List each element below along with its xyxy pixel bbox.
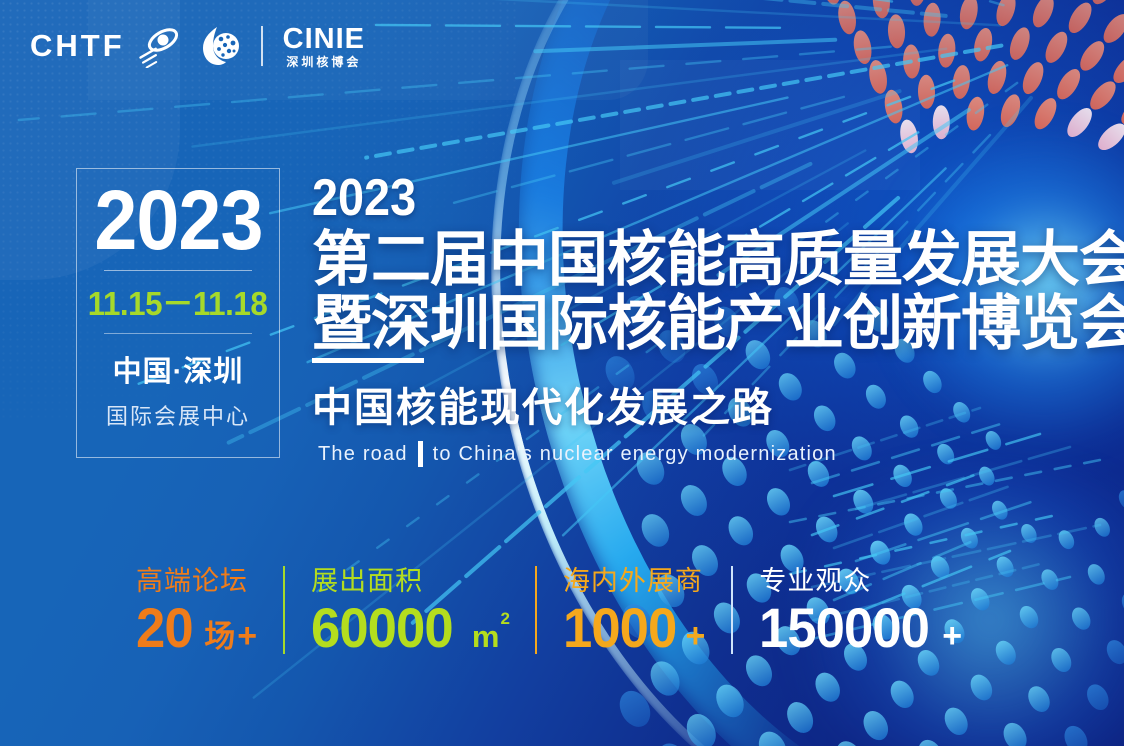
date-card-range: 11.15－11.18 <box>88 284 268 322</box>
date-card-rule-top <box>104 269 252 271</box>
date-card-rule-bottom <box>104 332 252 334</box>
subtitle-chinese: 中国核能现代化发展之路 <box>312 386 774 430</box>
headline-line-2: 暨深圳国际核能产业创新博览会 <box>312 290 1124 358</box>
headline-block: 2023 第二届中国核能高质量发展大会 暨深圳国际核能产业创新博览会 <box>312 172 1124 356</box>
chtf-wordmark: CHTF <box>30 28 125 63</box>
stat-plus: + <box>685 617 706 655</box>
date-card-year: 2023 <box>93 173 263 267</box>
stat-divider <box>731 566 734 654</box>
headline-main: 第二届中国核能高质量发展大会 暨深圳国际核能产业创新博览会 <box>312 226 1124 358</box>
stat-label: 展出面积 <box>311 566 424 596</box>
stat-divider <box>283 566 286 654</box>
stat-value: 1000 + <box>563 600 705 656</box>
stat-item: 高端论坛 20 场 + <box>136 559 257 656</box>
stat-plus: + <box>942 617 963 655</box>
date-card: 2023 11.15－11.18 中国·深圳 国际会展中心 <box>76 168 280 458</box>
logo-bar: CHTF CINIE 深圳 <box>30 24 365 68</box>
logo-divider <box>260 26 263 66</box>
stat-item: 专业观众 150000 + <box>759 559 962 656</box>
globe-leaf-logo-icon <box>202 27 239 65</box>
stat-value: 150000 + <box>759 600 962 656</box>
headline-year: 2023 <box>312 169 417 227</box>
subtitle-block: 中国核能现代化发展之路 The road to China's nuclear … <box>312 358 837 467</box>
date-card-city: 中国·深圳 <box>112 355 244 388</box>
stat-number: 60000 <box>311 596 454 659</box>
stat-label: 高端论坛 <box>136 566 248 596</box>
subtitle-english-right: to China's nuclear energy modernization <box>432 442 837 465</box>
stat-value: 20 场 + <box>136 600 257 656</box>
stat-item: 展出面积 60000 m2 <box>311 559 510 659</box>
cinie-chinese-name: 深圳核博会 <box>286 54 362 69</box>
subtitle-english: The road to China's nuclear energy moder… <box>318 441 837 467</box>
subtitle-tick-mark <box>417 441 423 467</box>
satellite-logo-icon <box>138 28 178 68</box>
stat-label: 专业观众 <box>759 566 872 596</box>
stat-divider <box>534 566 537 654</box>
stat-number: 20 <box>136 596 194 659</box>
stat-unit: m2 <box>471 608 510 654</box>
corner-shape-3 <box>620 60 920 190</box>
stat-value: 60000 m2 <box>311 596 510 659</box>
stat-number: 1000 <box>562 596 677 659</box>
stat-item: 海内外展商 1000 + <box>563 559 705 656</box>
stat-unit: 场 <box>204 619 236 654</box>
stat-number: 150000 <box>759 596 930 659</box>
date-card-venue: 国际会展中心 <box>105 403 250 429</box>
cinie-logo: CINIE 深圳核博会 <box>282 22 365 69</box>
stats-row: 高端论坛 20 场 + 展出面积 60000 m2 海内外展商 1000 + 专业观众 150000 + <box>136 556 962 656</box>
headline-line-1: 第二届中国核能高质量发展大会 <box>312 226 1124 293</box>
subtitle-rule <box>312 358 424 363</box>
subtitle-english-left: The road <box>318 442 408 465</box>
stat-plus: + <box>237 617 258 655</box>
stat-label: 海内外展商 <box>562 566 703 596</box>
cinie-wordmark: CINIE <box>282 22 365 55</box>
